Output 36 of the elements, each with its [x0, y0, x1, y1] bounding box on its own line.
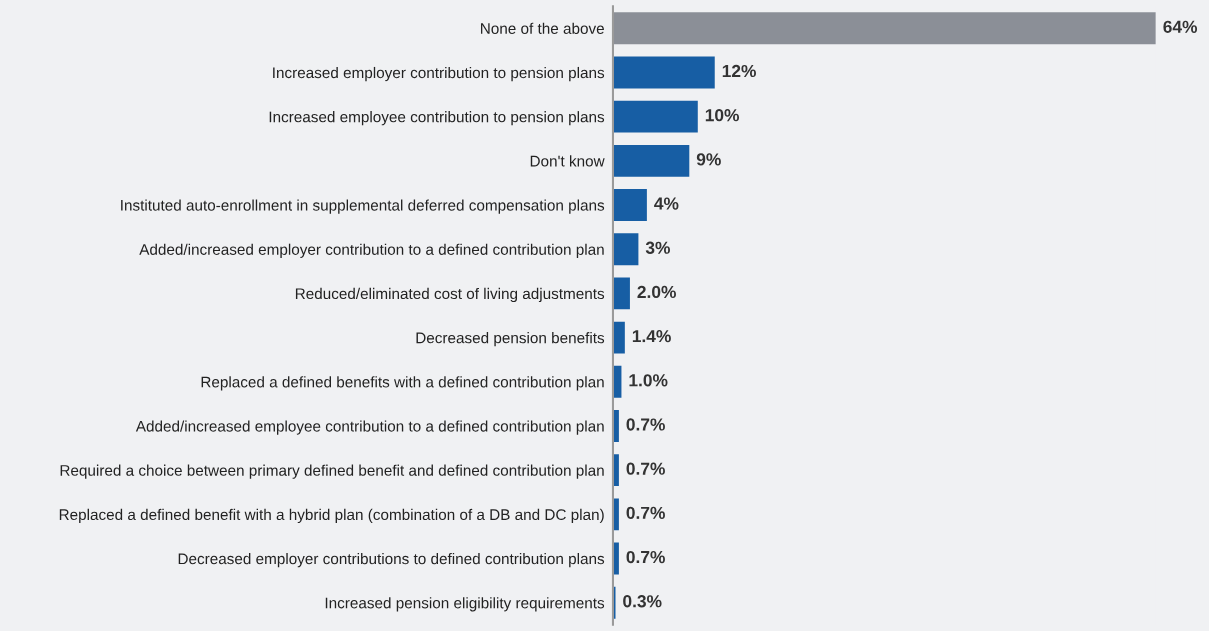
data-label: 1.0%	[629, 374, 668, 387]
bar	[612, 277, 630, 310]
y-tick-label: Reduced/eliminated cost of living adjustments	[295, 287, 605, 303]
data-label: 1.4%	[632, 330, 671, 343]
data-label: 0.7%	[626, 506, 665, 519]
data-label: 4%	[654, 197, 679, 210]
y-tick-label: Instituted auto-enrollment in supplemental deferred compensation plans	[121, 199, 605, 214]
data-label: 9%	[696, 153, 721, 166]
data-label: 0.7%	[626, 550, 665, 564]
data-label: 12%	[722, 64, 756, 78]
bar	[612, 56, 715, 89]
y-tick-label: Don't know	[530, 155, 605, 167]
y-tick-label: None of the above	[481, 22, 604, 34]
bar	[612, 321, 625, 354]
data-label: 64%	[1163, 20, 1198, 33]
y-tick-label: Increased pension eligibility requirements	[325, 597, 605, 612]
data-label: 0.7%	[626, 462, 665, 475]
data-label: 10%	[705, 109, 740, 122]
data-label: 0.3%	[623, 595, 662, 608]
bar	[612, 100, 698, 133]
y-tick-label: Added/increased employee contribution to a defined contribution plan	[135, 420, 604, 435]
y-tick-label: Decreased employer contributions to defined contribution plans	[178, 553, 605, 568]
bar	[612, 189, 647, 221]
y-tick-label: Increased employee contribution to pension plans	[269, 111, 605, 126]
y-tick-label: Decreased pension benefits	[416, 332, 605, 347]
data-label: 3%	[645, 241, 670, 254]
y-tick-label: Replaced a defined benefits with a defined contribution plan	[201, 376, 604, 391]
y-tick-label: Replaced a defined benefit with a hybrid plan (combination of a DB and DC plan)	[59, 508, 604, 524]
bar	[612, 144, 690, 177]
y-tick-label: Required a choice between primary defined benefit and defined contribution plan	[60, 464, 604, 479]
y-tick-label: Added/increased employer contribution to a defined contribution plan	[139, 243, 604, 258]
bar	[612, 233, 639, 266]
bar	[612, 12, 1156, 45]
data-label: 0.7%	[626, 418, 665, 431]
y-tick-label: Increased employer contribution to pension plans	[273, 66, 605, 82]
data-label: 2.0%	[637, 285, 676, 299]
